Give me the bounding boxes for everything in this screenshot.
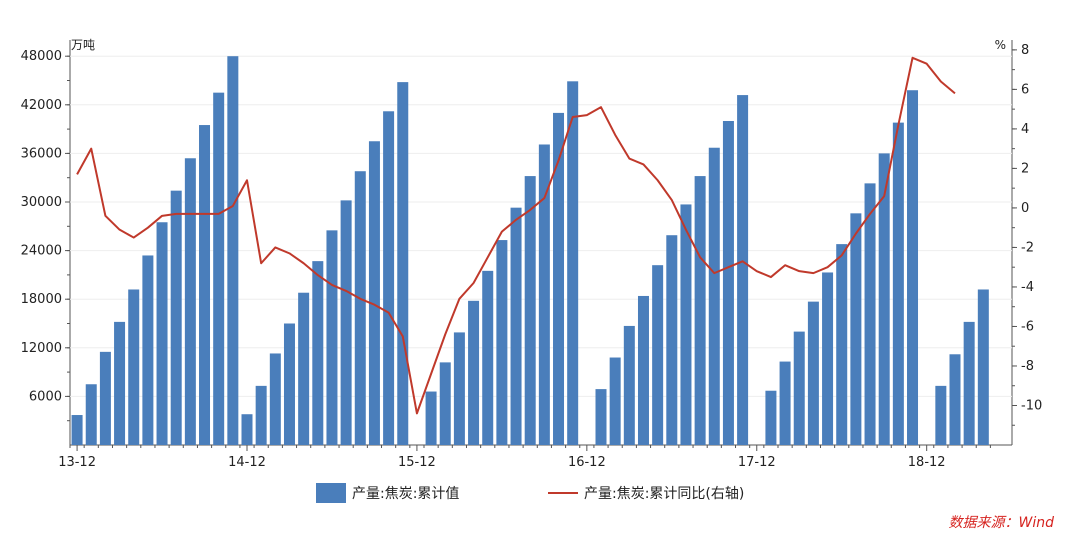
- bar: [538, 144, 550, 446]
- bar: [836, 244, 848, 445]
- bar: [354, 171, 366, 445]
- left-unit-label: 万吨: [71, 38, 95, 52]
- bar: [793, 331, 805, 445]
- legend-label-line: 产量:焦炭:累计同比(右轴): [584, 486, 745, 502]
- bar: [298, 292, 310, 445]
- bar: [156, 222, 168, 445]
- right-tick-label: 0: [1021, 201, 1029, 216]
- bar: [652, 265, 664, 445]
- x-tick-label: 13-12: [58, 455, 96, 470]
- bar: [383, 111, 395, 445]
- right-tick-label: -8: [1021, 359, 1034, 374]
- bar: [963, 321, 975, 445]
- left-tick-label: 18000: [21, 292, 62, 307]
- bar: [623, 325, 635, 445]
- left-tick-label: 24000: [21, 244, 62, 259]
- legend-swatch-bar: [316, 483, 346, 503]
- bar: [283, 323, 295, 445]
- bar: [85, 384, 97, 445]
- bar: [864, 183, 876, 445]
- left-tick-label: 42000: [21, 98, 62, 113]
- yoy-line: [76, 56, 956, 415]
- right-tick-label: -10: [1021, 398, 1042, 413]
- bar: [595, 389, 607, 445]
- bar: [496, 240, 508, 445]
- bar: [142, 255, 154, 445]
- bar: [170, 190, 182, 445]
- x-tick-label: 17-12: [738, 455, 776, 470]
- right-tick-label: 4: [1021, 122, 1029, 137]
- bar: [71, 415, 83, 445]
- bar: [807, 301, 819, 445]
- x-tick-label: 18-12: [908, 455, 946, 470]
- right-tick-label: 6: [1021, 82, 1029, 97]
- bar: [213, 92, 225, 446]
- bar: [340, 200, 352, 445]
- bar: [637, 295, 649, 445]
- bar: [468, 300, 480, 445]
- bar: [269, 353, 281, 445]
- bar: [184, 158, 196, 445]
- bar: [822, 272, 834, 445]
- bar: [680, 204, 692, 445]
- x-tick-label: 14-12: [228, 455, 266, 470]
- bar: [425, 391, 437, 445]
- source-note: 数据来源：Wind: [948, 515, 1055, 531]
- right-unit-label: %: [995, 38, 1006, 52]
- bar: [765, 390, 777, 445]
- bar: [609, 357, 621, 445]
- bar: [553, 112, 565, 446]
- right-tick-label: 2: [1021, 161, 1029, 176]
- bar: [878, 153, 890, 445]
- legend-item-line: 产量:焦炭:累计同比(右轴): [548, 483, 744, 503]
- right-tick-label: -6: [1021, 319, 1034, 334]
- bar: [482, 270, 494, 445]
- bar: [312, 261, 324, 445]
- bar: [892, 122, 904, 446]
- right-tick-label: -4: [1021, 280, 1034, 295]
- legend-label-bar: 产量:焦炭:累计值: [352, 486, 460, 502]
- bar: [326, 230, 338, 445]
- bar: [935, 385, 947, 445]
- right-tick-label: -2: [1021, 240, 1034, 255]
- bar: [510, 207, 522, 445]
- bar: [949, 354, 961, 445]
- bar: [977, 289, 989, 445]
- left-tick-label: 36000: [21, 146, 62, 161]
- legend-swatch-line: [548, 492, 578, 494]
- bar: [694, 176, 706, 445]
- left-tick-label: 12000: [21, 341, 62, 356]
- bar: [397, 82, 409, 446]
- left-tick-label: 48000: [21, 49, 62, 64]
- legend-item-bar: 产量:焦炭:累计值: [316, 483, 459, 503]
- bar: [199, 125, 211, 446]
- bar: [666, 235, 678, 445]
- left-tick-label: 30000: [21, 195, 62, 210]
- bar: [737, 95, 749, 445]
- bar: [227, 56, 239, 445]
- bar: [524, 176, 536, 445]
- right-tick-label: 8: [1021, 43, 1029, 58]
- x-tick-label: 15-12: [398, 455, 436, 470]
- bar: [567, 81, 579, 445]
- bar: [453, 332, 465, 445]
- left-tick-label: 6000: [29, 389, 62, 404]
- bar: [241, 414, 253, 445]
- bar: [439, 362, 451, 445]
- bar: [255, 385, 267, 445]
- bar: [708, 147, 720, 446]
- bar: [114, 321, 126, 445]
- bar: [779, 361, 791, 445]
- bar: [907, 90, 919, 445]
- bar: [368, 141, 380, 445]
- x-tick-label: 16-12: [568, 455, 606, 470]
- bar: [128, 289, 140, 445]
- bar: [722, 121, 734, 445]
- bar: [99, 351, 111, 445]
- bar: [850, 213, 862, 445]
